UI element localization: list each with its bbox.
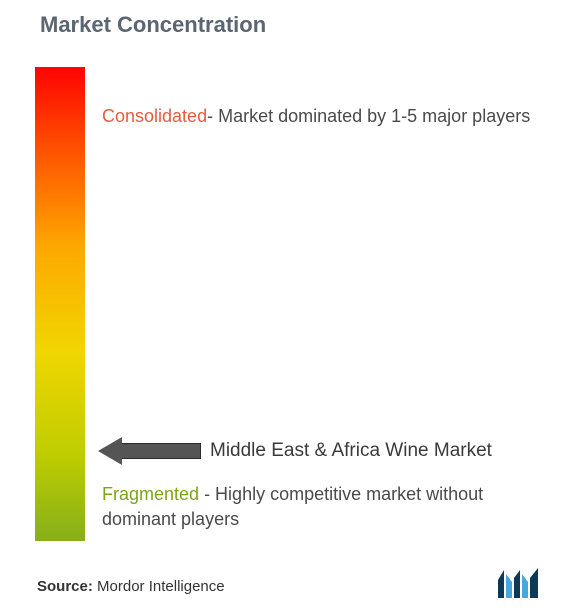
logo-bar-5 [530,568,538,598]
logo-bar-4 [522,574,528,598]
arrow-left-icon [98,437,122,465]
market-position-arrow [98,437,201,465]
arrow-shaft [122,443,201,459]
logo-bar-1 [498,570,504,598]
source-attribution: Source: Mordor Intelligence [37,578,225,595]
concentration-gradient-bar [35,67,85,541]
mordor-logo-icon [497,568,539,598]
page-title: Market Concentration [40,12,266,38]
fragmented-highlight: Fragmented [102,484,199,504]
consolidated-desc: - Market dominated by 1-5 major players [207,106,530,126]
logo-bar-2 [506,574,512,598]
source-label: Source: [37,578,93,595]
source-value: Mordor Intelligence [97,578,225,595]
logo-bar-3 [514,570,520,598]
consolidated-highlight: Consolidated [102,106,207,126]
market-name-label: Middle East & Africa Wine Market [210,440,492,462]
fragmented-label: Fragmented - Highly competitive market w… [102,482,552,532]
consolidated-label: Consolidated- Market dominated by 1-5 ma… [102,104,530,129]
